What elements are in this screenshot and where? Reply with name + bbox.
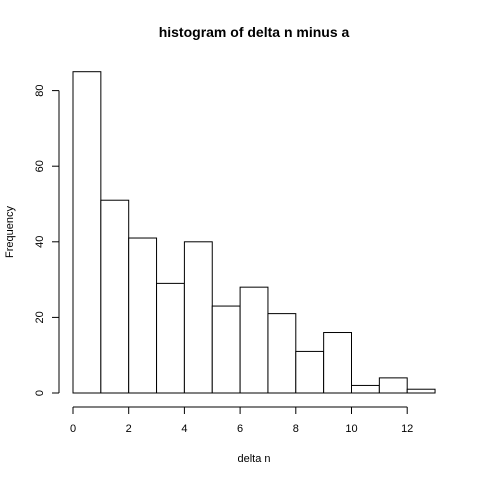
histogram-bar-6 — [239, 286, 269, 394]
histogram-bar-12 — [406, 388, 436, 394]
chart-title: histogram of delta n minus a — [159, 24, 350, 40]
histogram-bar-11 — [378, 377, 408, 394]
x-axis-label: delta n — [237, 453, 270, 465]
y-ticks-group: 0 20 40 60 80 — [34, 84, 59, 396]
x-tick-label-2: 4 — [181, 423, 187, 435]
bars-group — [72, 71, 436, 394]
x-tick-label-3: 6 — [237, 423, 243, 435]
histogram-bar-0 — [72, 71, 102, 394]
y-tick-label-0: 0 — [34, 390, 46, 396]
histogram-bar-8 — [295, 350, 325, 394]
x-tick-label-0: 0 — [70, 423, 76, 435]
x-tick-label-1: 2 — [126, 423, 132, 435]
histogram-bar-3 — [156, 282, 185, 394]
y-tick-label-2: 40 — [34, 236, 46, 248]
x-ticks-group: 0 2 4 6 8 10 12 — [70, 407, 413, 435]
histogram-bar-1 — [100, 199, 130, 394]
histogram-bar-2 — [128, 237, 158, 394]
y-tick-label-1: 20 — [34, 311, 46, 323]
x-tick-label-6: 12 — [401, 423, 413, 435]
histogram-bar-9 — [323, 332, 352, 394]
histogram-bar-4 — [183, 241, 213, 394]
histogram-bar-5 — [211, 305, 241, 394]
histogram-bar-10 — [351, 384, 380, 394]
y-tick-label-4: 80 — [34, 84, 46, 96]
y-axis-label: Frequency — [4, 206, 16, 258]
x-tick-label-5: 10 — [345, 423, 357, 435]
x-tick-label-4: 8 — [293, 423, 299, 435]
y-tick-label-3: 60 — [34, 160, 46, 172]
histogram-bar-7 — [267, 313, 297, 394]
